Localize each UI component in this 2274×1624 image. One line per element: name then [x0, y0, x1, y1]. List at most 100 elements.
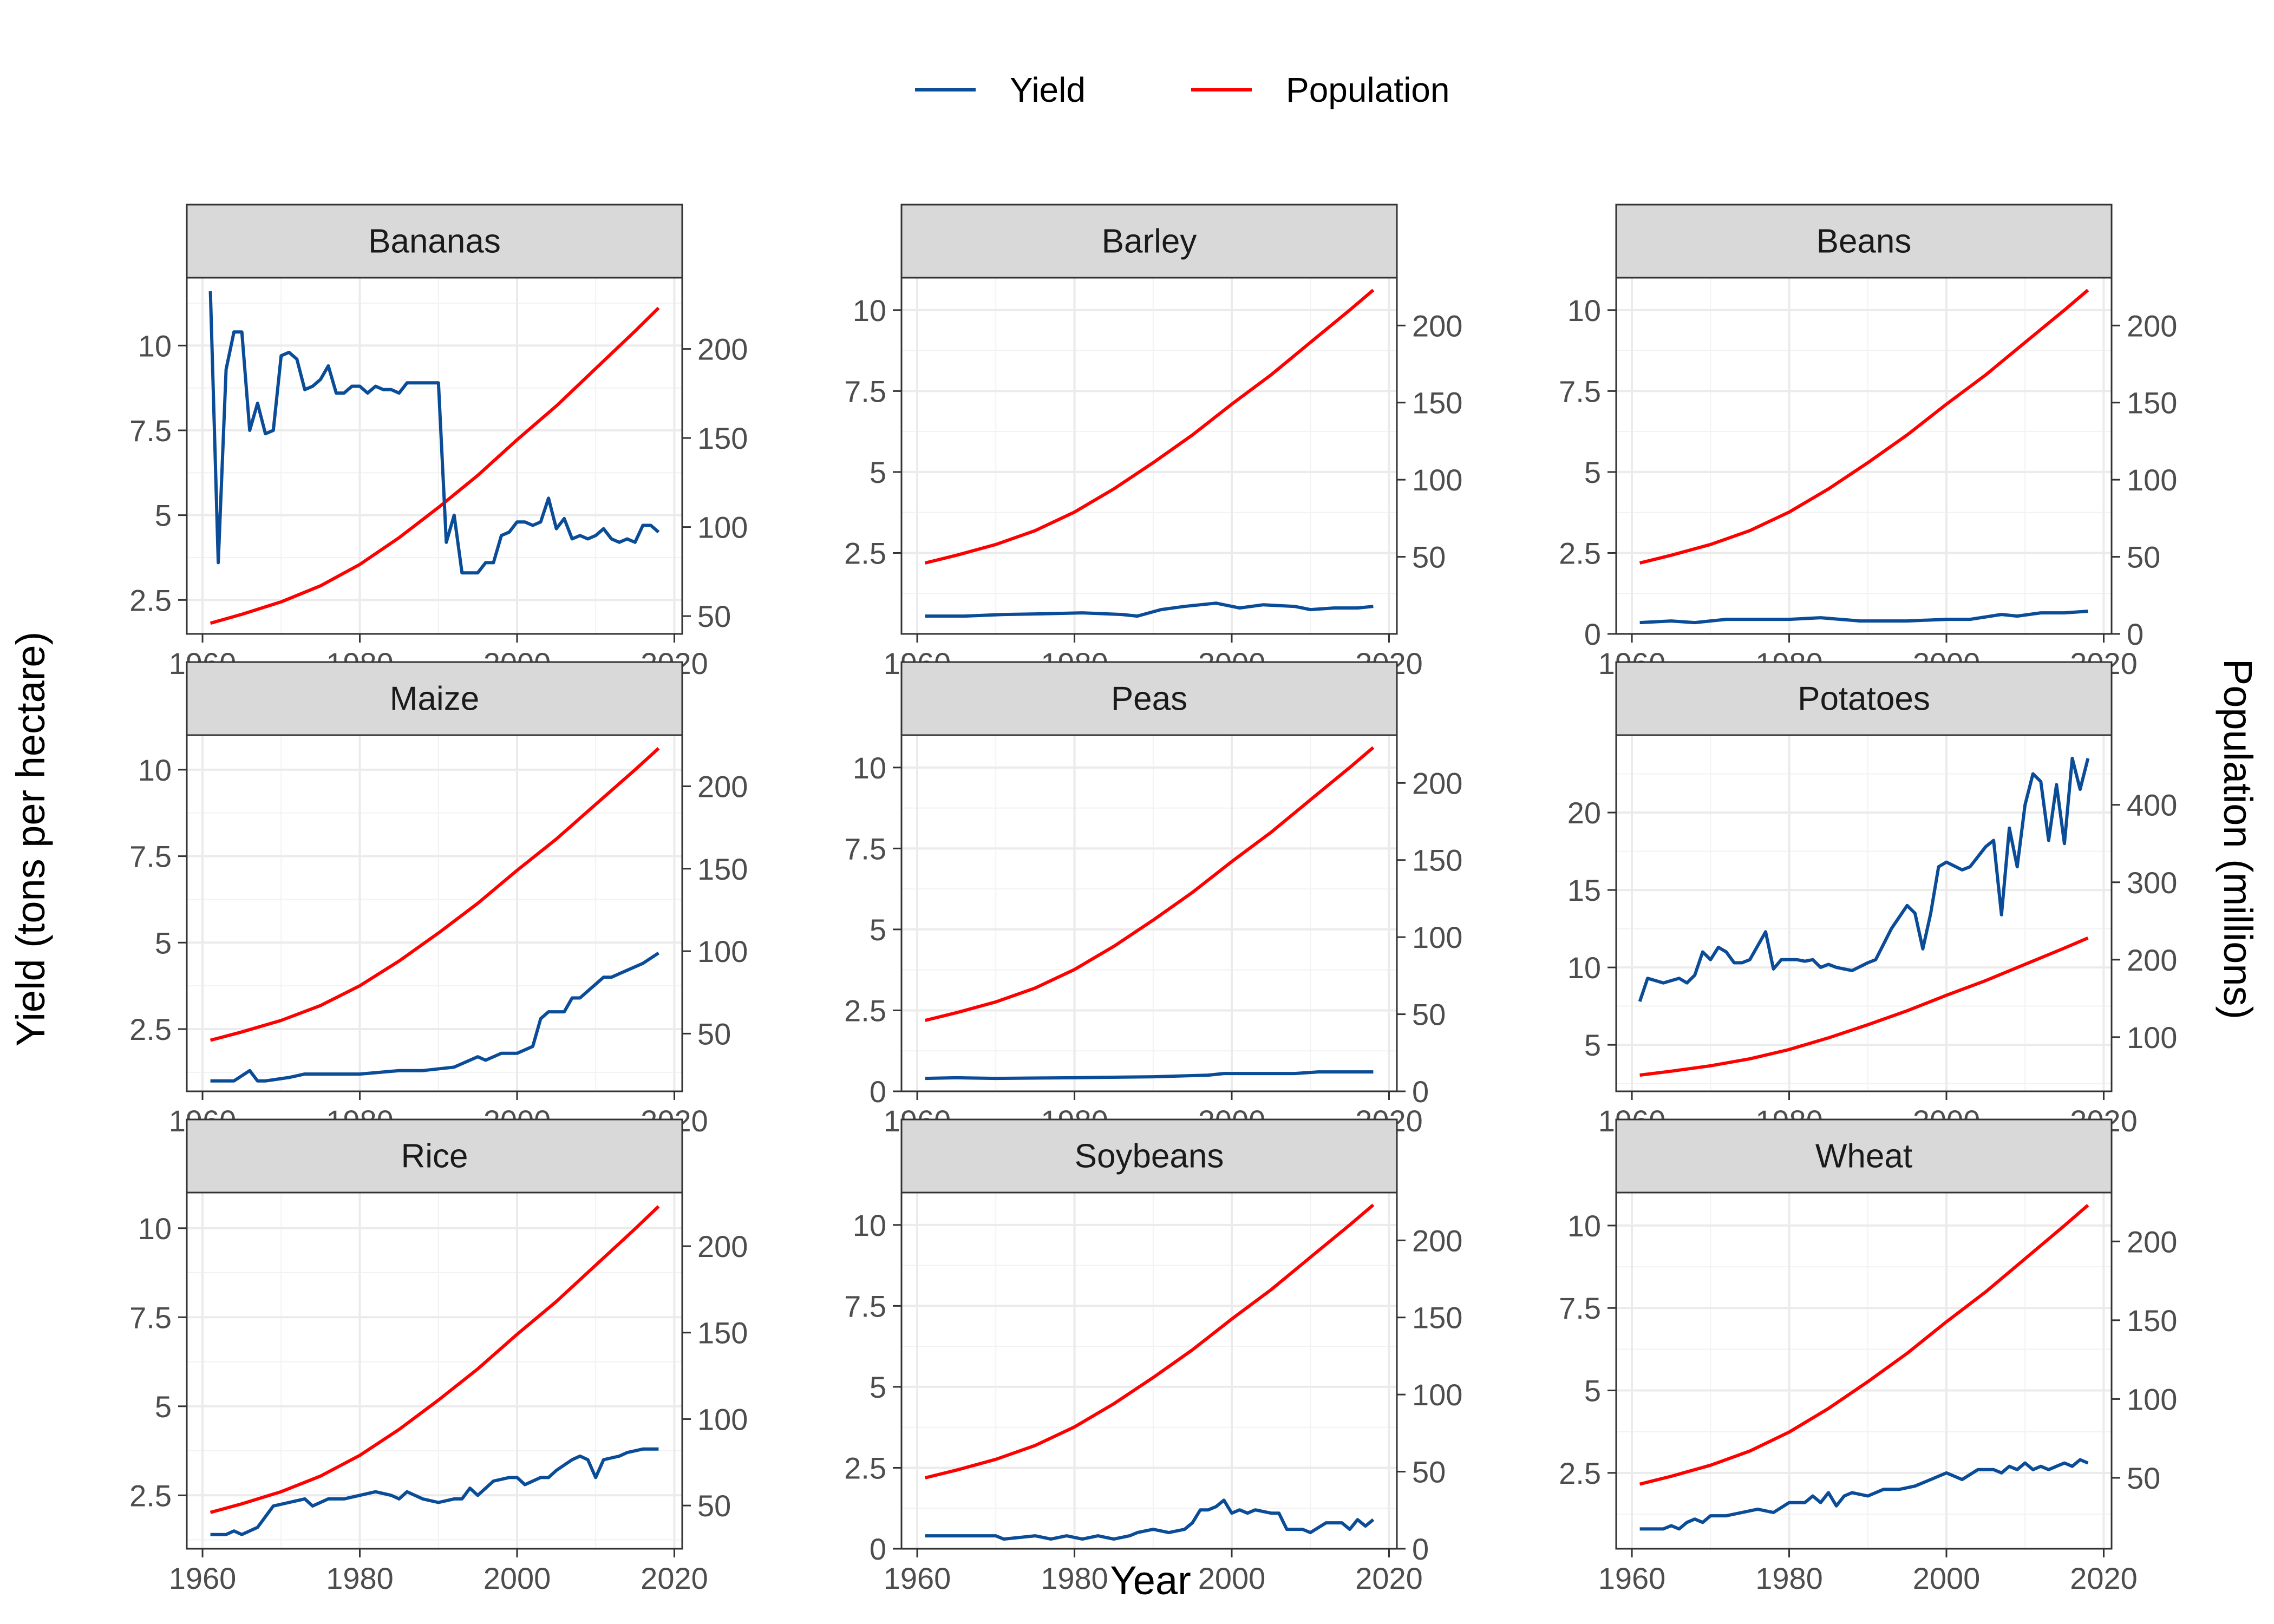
panel-barley: Barley19601980200020202.557.510501001502… — [844, 204, 1462, 680]
y2-tick-label: 100 — [1412, 1378, 1462, 1412]
strip-label: Barley — [1102, 223, 1197, 260]
plot-area — [901, 278, 1397, 634]
y-tick-label: 5 — [1584, 1028, 1601, 1062]
yield-series-line — [210, 951, 660, 1083]
legend-label: Yield — [1010, 70, 1086, 109]
y-tick-label: 5 — [155, 1390, 172, 1424]
y2-tick-label: 0 — [1412, 1532, 1429, 1566]
y2-tick-label: 100 — [2127, 463, 2177, 497]
x-tick-label: 1980 — [1755, 1561, 1823, 1595]
y-tick-label: 2.5 — [1559, 536, 1601, 570]
panel-border — [1615, 734, 2113, 1092]
strip-label: Peas — [1111, 680, 1187, 718]
y2-tick-label: 200 — [1412, 309, 1462, 343]
yield-series-line — [1639, 610, 2088, 625]
strip-label: Rice — [401, 1138, 468, 1175]
y2-tick-label: 50 — [1412, 998, 1446, 1032]
strip-header — [1615, 1118, 2113, 1194]
y-tick-label: 7.5 — [129, 1300, 172, 1334]
panel-rice: Rice 1960 1980 2000 2020 2.5 5 7.5 10 50 100 150 200 — [129, 1118, 748, 1595]
y2-tick-label: 50 — [697, 1489, 731, 1523]
y2-tick-label: 150 — [2127, 1304, 2177, 1338]
plot-area — [1616, 278, 2112, 634]
y2-tick-label: 100 — [1412, 463, 1462, 497]
y-tick-label: 10 — [853, 751, 886, 785]
y-tick-label: 10 — [853, 293, 886, 328]
y-tick-label: 10 — [138, 1212, 172, 1246]
yield-series-line — [925, 1498, 1375, 1541]
y2-tick-label: 100 — [2127, 1382, 2177, 1416]
y2-tick-label: 200 — [697, 769, 748, 803]
strip-label: Soybeans — [1075, 1138, 1224, 1175]
y2-tick-label: 200 — [2127, 943, 2177, 977]
y-tick-label: 20 — [1567, 796, 1601, 830]
y-tick-label: 7.5 — [129, 414, 172, 448]
x-axis-title: Year — [1110, 1558, 1191, 1603]
strip-header — [900, 1118, 1398, 1194]
strip-header — [900, 204, 1398, 279]
y-tick-label: 10 — [1567, 1209, 1601, 1243]
y-tick-label: 5 — [1584, 455, 1601, 489]
y-tick-label: 2.5 — [844, 993, 886, 1027]
plot-area — [901, 1193, 1397, 1549]
population-series-line — [1639, 937, 2089, 1077]
y2-tick-label: 50 — [2127, 540, 2160, 574]
population-series-line — [924, 289, 1375, 565]
population-series-line — [210, 747, 660, 1042]
y-tick-label: 7.5 — [844, 831, 886, 866]
panel-maize: Maize19601980200020202.557.5105010015020… — [129, 661, 748, 1138]
y-tick-label: 0 — [870, 1532, 886, 1566]
y2-axis-title: Population (millions) — [2216, 659, 2260, 1019]
y2-tick-label: 100 — [2127, 1020, 2177, 1055]
y-tick-label: 5 — [870, 913, 886, 947]
yield-series-line — [925, 601, 1374, 618]
plot-area — [187, 1193, 682, 1549]
population-series-line — [924, 1203, 1375, 1479]
y2-tick-label: 0 — [1412, 1075, 1429, 1109]
strip-label: Potatoes — [1798, 680, 1930, 718]
x-tick-label: 1960 — [169, 1561, 237, 1595]
plot-area — [901, 735, 1397, 1091]
strip-header — [186, 1118, 683, 1194]
panel-beans: Beans196019802000202002.557.510050100150… — [1559, 204, 2177, 680]
panel-border — [1615, 277, 2113, 635]
x-tick-label: 2000 — [1913, 1561, 1981, 1595]
plot-area — [1616, 1193, 2112, 1549]
y2-tick-label: 200 — [697, 1229, 748, 1263]
y2-tick-label: 100 — [697, 934, 748, 968]
yield-series-line — [925, 1070, 1374, 1081]
panel-peas: Peas196019802000202002.557.5100501001502… — [844, 661, 1462, 1138]
yield-series-line — [1639, 1458, 2089, 1531]
population-series-line — [924, 746, 1375, 1022]
strip-label: Beans — [1816, 223, 1912, 260]
y-tick-label: 7.5 — [844, 374, 886, 408]
x-tick-label: 1980 — [326, 1561, 394, 1595]
yield-series-line — [210, 1447, 659, 1536]
y-tick-label: 5 — [155, 499, 172, 533]
x-tick-label: 2000 — [483, 1561, 551, 1595]
strip-label: Maize — [390, 680, 479, 718]
y2-tick-label: 50 — [2127, 1461, 2160, 1495]
y2-tick-label: 100 — [1412, 920, 1462, 954]
y-tick-label: 0 — [1584, 617, 1601, 651]
y-tick-label: 15 — [1567, 873, 1601, 907]
y2-tick-label: 0 — [2127, 617, 2144, 651]
y-tick-label: 2.5 — [129, 1478, 172, 1512]
y2-tick-label: 150 — [1412, 1301, 1462, 1335]
y-tick-label: 2.5 — [1559, 1456, 1601, 1490]
y-tick-label: 5 — [1584, 1374, 1601, 1408]
y2-tick-label: 50 — [697, 1017, 731, 1051]
y-tick-label: 7.5 — [1559, 1291, 1601, 1325]
panel-border — [900, 734, 1398, 1092]
y2-tick-label: 150 — [2127, 386, 2177, 420]
x-tick-label: 2000 — [1198, 1561, 1266, 1595]
legend: Yield Population — [915, 70, 1449, 109]
x-tick-label: 2020 — [1355, 1561, 1423, 1595]
x-tick-label: 2020 — [641, 1561, 708, 1595]
y2-tick-label: 150 — [1412, 843, 1462, 878]
x-tick-label: 1980 — [1041, 1561, 1108, 1595]
y2-tick-label: 50 — [1412, 1455, 1446, 1489]
panel-wheat: Wheat 1960 1980 2000 2020 2.5 5 7.5 10 50 100 150 20… — [1559, 1118, 2177, 1595]
y2-tick-label: 100 — [697, 1402, 748, 1436]
